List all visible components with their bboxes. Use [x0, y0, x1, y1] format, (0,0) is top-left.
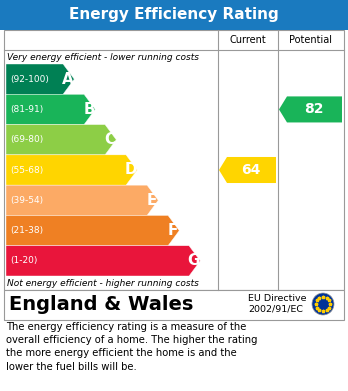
- Text: The energy efficiency rating is a measure of the
overall efficiency of a home. T: The energy efficiency rating is a measur…: [6, 322, 258, 371]
- Polygon shape: [6, 215, 179, 246]
- Polygon shape: [6, 94, 95, 125]
- Text: (39-54): (39-54): [10, 196, 43, 205]
- Text: (21-38): (21-38): [10, 226, 43, 235]
- Text: (81-91): (81-91): [10, 105, 43, 114]
- Text: EU Directive
2002/91/EC: EU Directive 2002/91/EC: [248, 294, 307, 314]
- Polygon shape: [219, 157, 276, 183]
- Polygon shape: [279, 97, 342, 122]
- Polygon shape: [6, 125, 116, 155]
- Bar: [4, 30, 344, 290]
- Text: (69-80): (69-80): [10, 135, 43, 144]
- Text: G: G: [188, 253, 200, 268]
- Text: England & Wales: England & Wales: [9, 296, 193, 314]
- Text: Current: Current: [230, 35, 266, 45]
- Text: A: A: [62, 72, 74, 87]
- Polygon shape: [6, 155, 137, 185]
- Text: Very energy efficient - lower running costs: Very energy efficient - lower running co…: [7, 52, 199, 61]
- Text: D: D: [125, 163, 137, 178]
- Text: B: B: [83, 102, 95, 117]
- Text: Potential: Potential: [290, 35, 332, 45]
- Text: 64: 64: [241, 163, 260, 177]
- Text: E: E: [147, 193, 157, 208]
- Text: Energy Efficiency Rating: Energy Efficiency Rating: [69, 7, 279, 23]
- Bar: [0, 0, 348, 30]
- Polygon shape: [6, 64, 74, 94]
- Text: (55-68): (55-68): [10, 165, 43, 174]
- Text: 82: 82: [304, 102, 323, 117]
- Polygon shape: [6, 246, 200, 276]
- Text: C: C: [104, 132, 116, 147]
- Polygon shape: [6, 185, 158, 215]
- Text: (92-100): (92-100): [10, 75, 49, 84]
- Text: (1-20): (1-20): [10, 256, 37, 265]
- Circle shape: [312, 293, 334, 315]
- Text: F: F: [168, 223, 178, 238]
- Bar: [4, 290, 344, 320]
- Text: Not energy efficient - higher running costs: Not energy efficient - higher running co…: [7, 278, 199, 287]
